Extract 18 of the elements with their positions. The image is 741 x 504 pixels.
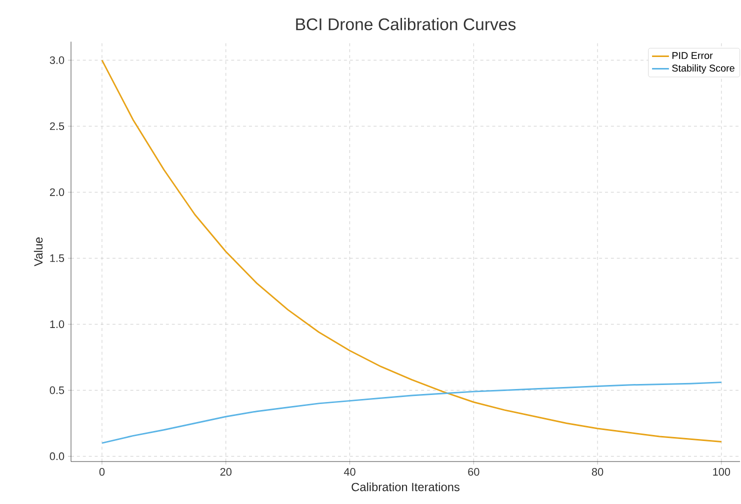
y-tick-label: 2.0	[50, 188, 64, 196]
legend-label: Stability Score	[672, 64, 734, 74]
x-tick-label: 20	[220, 468, 232, 476]
y-tick-label: 1.5	[50, 254, 64, 262]
y-tick-label: 1.0	[50, 320, 64, 328]
y-tick-label: 0.5	[50, 386, 64, 394]
y-axis-title: Value	[34, 237, 43, 266]
y-tick-label: 3.0	[50, 56, 64, 64]
x-tick-label: 80	[592, 468, 604, 476]
x-tick-label: 100	[713, 468, 730, 476]
x-tick-label: 0	[99, 468, 105, 476]
x-tick-label: 60	[468, 468, 480, 476]
y-tick-label: 2.5	[50, 122, 64, 130]
chart-title: BCI Drone Calibration Curves	[296, 18, 516, 30]
legend-label: PID Error	[672, 52, 713, 59]
x-axis-title: Calibration Iterations	[352, 482, 460, 492]
y-tick-label: 0.0	[50, 452, 64, 460]
x-tick-label: 40	[344, 468, 356, 476]
